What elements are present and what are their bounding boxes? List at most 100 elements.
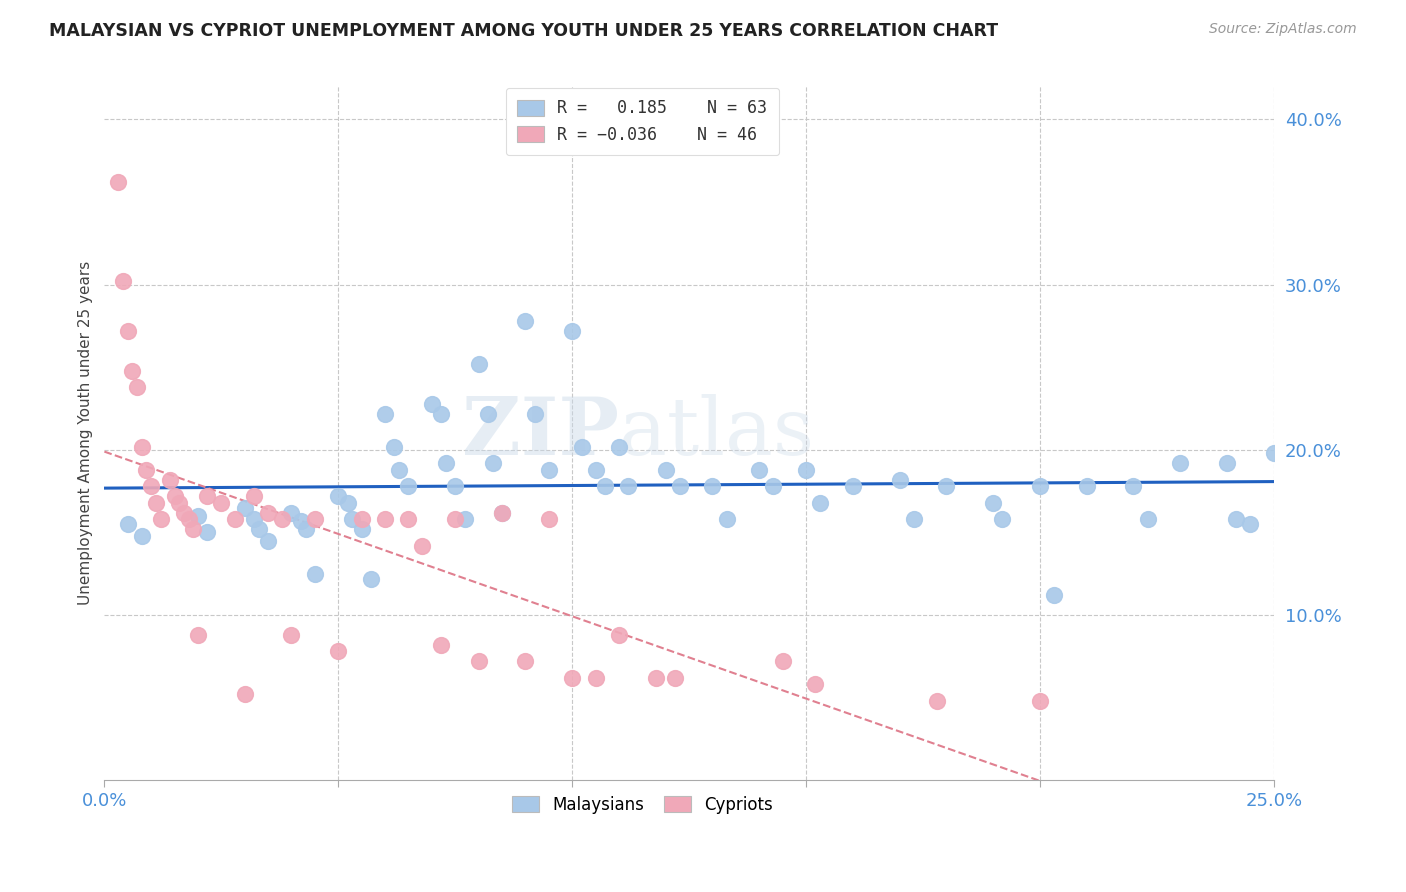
Point [374, 407, 396, 421]
Point [290, 514, 312, 528]
Point [430, 638, 453, 652]
Point [304, 512, 326, 526]
Point [233, 500, 256, 515]
Point [181, 522, 204, 536]
Point [585, 463, 607, 477]
Point [1225, 512, 1247, 526]
Text: atlas: atlas [619, 394, 814, 473]
Point [772, 654, 794, 668]
Point [444, 479, 467, 493]
Point [131, 440, 153, 454]
Point [453, 512, 475, 526]
Point [537, 463, 560, 477]
Point [842, 479, 865, 493]
Point [991, 512, 1014, 526]
Point [668, 479, 690, 493]
Point [716, 512, 738, 526]
Point [159, 473, 181, 487]
Point [481, 456, 503, 470]
Point [444, 512, 467, 526]
Point [702, 479, 724, 493]
Point [794, 463, 817, 477]
Point [328, 644, 350, 658]
Point [1136, 512, 1159, 526]
Point [491, 506, 513, 520]
Point [645, 671, 668, 685]
Point [209, 496, 232, 510]
Point [430, 407, 453, 421]
Point [243, 489, 266, 503]
Point [396, 479, 419, 493]
Point [523, 407, 546, 421]
Point [491, 506, 513, 520]
Point [173, 506, 195, 520]
Point [121, 363, 143, 377]
Point [515, 314, 537, 328]
Text: MALAYSIAN VS CYPRIOT UNEMPLOYMENT AMONG YOUTH UNDER 25 YEARS CORRELATION CHART: MALAYSIAN VS CYPRIOT UNEMPLOYMENT AMONG … [49, 22, 998, 40]
Text: Source: ZipAtlas.com: Source: ZipAtlas.com [1209, 22, 1357, 37]
Point [257, 533, 280, 548]
Legend: Malaysians, Cypriots: Malaysians, Cypriots [502, 786, 783, 824]
Point [135, 463, 157, 477]
Point [420, 396, 443, 410]
Point [243, 512, 266, 526]
Point [350, 522, 373, 536]
Point [271, 512, 294, 526]
Point [889, 473, 911, 487]
Point [374, 512, 396, 526]
Point [411, 539, 433, 553]
Point [224, 512, 246, 526]
Point [187, 508, 209, 523]
Point [1216, 456, 1239, 470]
Point [1263, 446, 1285, 460]
Point [127, 380, 149, 394]
Point [434, 456, 457, 470]
Point [981, 496, 1004, 510]
Point [384, 440, 406, 454]
Point [537, 512, 560, 526]
Point [477, 407, 499, 421]
Point [762, 479, 785, 493]
Point [350, 512, 373, 526]
Point [149, 512, 172, 526]
Point [131, 529, 153, 543]
Point [233, 687, 256, 701]
Point [280, 506, 302, 520]
Point [571, 440, 593, 454]
Point [1043, 588, 1066, 602]
Point [247, 522, 270, 536]
Point [112, 274, 135, 288]
Point [336, 496, 359, 510]
Point [1076, 479, 1098, 493]
Point [467, 357, 489, 371]
Point [294, 522, 316, 536]
Point [808, 496, 831, 510]
Point [117, 517, 139, 532]
Point [396, 512, 419, 526]
Point [607, 440, 630, 454]
Point [187, 628, 209, 642]
Point [304, 566, 326, 581]
Point [117, 324, 139, 338]
Point [467, 654, 489, 668]
Point [654, 463, 676, 477]
Point [141, 479, 163, 493]
Point [561, 324, 583, 338]
Point [617, 479, 640, 493]
Point [1029, 694, 1052, 708]
Point [748, 463, 770, 477]
Text: ZIP: ZIP [463, 394, 619, 473]
Point [664, 671, 686, 685]
Point [195, 525, 218, 540]
Point [561, 671, 583, 685]
Point [257, 506, 280, 520]
Point [1168, 456, 1191, 470]
Point [145, 496, 167, 510]
Point [195, 489, 218, 503]
Point [804, 677, 827, 691]
Point [903, 512, 925, 526]
Point [515, 654, 537, 668]
Point [593, 479, 616, 493]
Y-axis label: Unemployment Among Youth under 25 years: Unemployment Among Youth under 25 years [79, 261, 93, 606]
Point [360, 572, 382, 586]
